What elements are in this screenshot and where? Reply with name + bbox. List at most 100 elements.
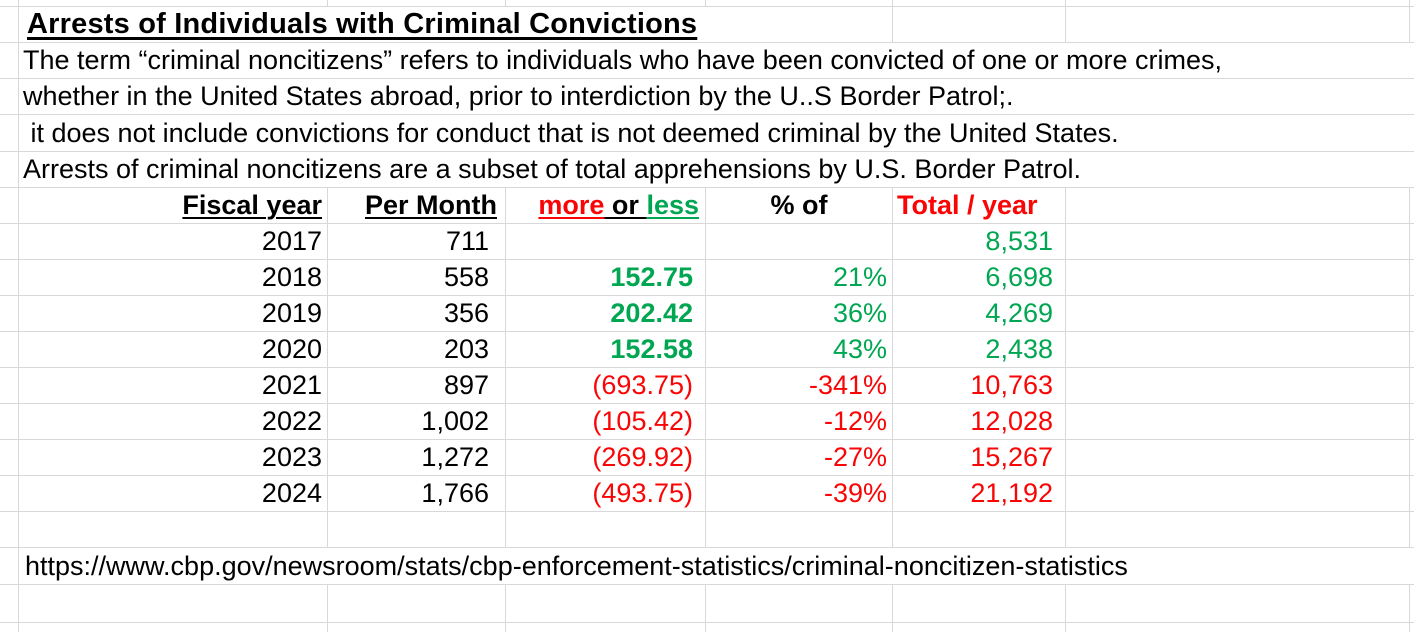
empty-cell[interactable]	[1410, 260, 1414, 295]
title-cell[interactable]: Arrests of Individuals with Criminal Con…	[19, 7, 893, 42]
empty-cell[interactable]	[706, 585, 893, 622]
cell-total-per-year[interactable]: 2,438	[893, 332, 1066, 367]
cell-fiscal-year[interactable]: 2019	[19, 296, 328, 331]
empty-cell[interactable]	[0, 43, 19, 78]
empty-cell[interactable]	[0, 296, 19, 331]
cell-pct-of[interactable]: 21%	[706, 260, 893, 295]
empty-cell[interactable]	[1066, 512, 1410, 547]
empty-cell[interactable]	[1066, 7, 1410, 42]
empty-cell[interactable]	[19, 512, 328, 547]
empty-cell[interactable]	[0, 224, 19, 259]
empty-cell[interactable]	[1410, 623, 1414, 632]
empty-cell[interactable]	[19, 585, 328, 622]
cell-total-per-year[interactable]: 10,763	[893, 368, 1066, 403]
cell-per-month[interactable]: 1,002	[328, 404, 506, 439]
cell-fiscal-year[interactable]: 2017	[19, 224, 328, 259]
empty-cell[interactable]	[0, 7, 19, 42]
cell-per-month[interactable]: 203	[328, 332, 506, 367]
cell-pct-of[interactable]: 36%	[706, 296, 893, 331]
cell-more-or-less[interactable]: (493.75)	[506, 476, 706, 511]
empty-cell[interactable]	[0, 0, 19, 6]
empty-cell[interactable]	[1410, 296, 1414, 331]
empty-cell[interactable]	[1410, 188, 1414, 223]
empty-cell[interactable]	[1410, 79, 1414, 114]
empty-cell[interactable]	[328, 0, 506, 6]
cell-fiscal-year[interactable]: 2022	[19, 404, 328, 439]
header-per-month-cell[interactable]: Per Month	[328, 188, 506, 223]
empty-cell[interactable]	[0, 368, 19, 403]
cell-more-or-less[interactable]: 152.58	[506, 332, 706, 367]
empty-cell[interactable]	[1410, 548, 1414, 584]
empty-cell[interactable]	[0, 440, 19, 475]
empty-cell[interactable]	[328, 512, 506, 547]
empty-cell[interactable]	[0, 260, 19, 295]
cell-total-per-year[interactable]: 15,267	[893, 440, 1066, 475]
empty-cell[interactable]	[1066, 260, 1410, 295]
empty-cell[interactable]	[1410, 43, 1414, 78]
header-more-or-less-cell[interactable]: more or less	[506, 188, 706, 223]
empty-cell[interactable]	[0, 404, 19, 439]
cell-pct-of[interactable]: -27%	[706, 440, 893, 475]
empty-cell[interactable]	[1410, 404, 1414, 439]
empty-cell[interactable]	[1410, 7, 1414, 42]
empty-cell[interactable]	[1066, 368, 1410, 403]
cell-more-or-less[interactable]: (105.42)	[506, 404, 706, 439]
note-cell[interactable]: Arrests of criminal noncitizens are a su…	[19, 152, 1410, 187]
cell-per-month[interactable]: 356	[328, 296, 506, 331]
empty-cell[interactable]	[0, 623, 19, 632]
cell-pct-of[interactable]: -39%	[706, 476, 893, 511]
empty-cell[interactable]	[1066, 0, 1410, 6]
cell-fiscal-year[interactable]: 2018	[19, 260, 328, 295]
header-fiscal-year-cell[interactable]: Fiscal year	[19, 188, 328, 223]
empty-cell[interactable]	[1410, 368, 1414, 403]
empty-cell[interactable]	[1410, 440, 1414, 475]
cell-pct-of[interactable]: 43%	[706, 332, 893, 367]
empty-cell[interactable]	[506, 0, 706, 6]
empty-cell[interactable]	[19, 623, 328, 632]
cell-per-month[interactable]: 897	[328, 368, 506, 403]
empty-cell[interactable]	[1066, 332, 1410, 367]
empty-cell[interactable]	[1066, 440, 1410, 475]
empty-cell[interactable]	[1410, 115, 1414, 151]
cell-total-per-year[interactable]: 21,192	[893, 476, 1066, 511]
empty-cell[interactable]	[328, 585, 506, 622]
empty-cell[interactable]	[1410, 332, 1414, 367]
empty-cell[interactable]	[893, 585, 1066, 622]
empty-cell[interactable]	[1066, 404, 1410, 439]
cell-fiscal-year[interactable]: 2024	[19, 476, 328, 511]
empty-cell[interactable]	[0, 115, 19, 151]
empty-cell[interactable]	[893, 7, 1066, 42]
empty-cell[interactable]	[1066, 623, 1410, 632]
empty-cell[interactable]	[706, 512, 893, 547]
empty-cell[interactable]	[706, 0, 893, 6]
cell-more-or-less[interactable]: 152.75	[506, 260, 706, 295]
cell-more-or-less[interactable]: (693.75)	[506, 368, 706, 403]
empty-cell[interactable]	[893, 512, 1066, 547]
cell-per-month[interactable]: 1,766	[328, 476, 506, 511]
empty-cell[interactable]	[0, 476, 19, 511]
empty-cell[interactable]	[1410, 512, 1414, 547]
empty-cell[interactable]	[1066, 476, 1410, 511]
cell-fiscal-year[interactable]: 2021	[19, 368, 328, 403]
empty-cell[interactable]	[1066, 585, 1410, 622]
empty-cell[interactable]	[328, 623, 506, 632]
cell-per-month[interactable]: 711	[328, 224, 506, 259]
empty-cell[interactable]	[1410, 585, 1414, 622]
empty-cell[interactable]	[706, 623, 893, 632]
header-pct-of-cell[interactable]: % of	[706, 188, 893, 223]
empty-cell[interactable]	[0, 332, 19, 367]
empty-cell[interactable]	[1066, 296, 1410, 331]
empty-cell[interactable]	[0, 79, 19, 114]
empty-cell[interactable]	[1066, 188, 1410, 223]
empty-cell[interactable]	[0, 548, 19, 584]
empty-cell[interactable]	[1410, 0, 1414, 6]
cell-pct-of[interactable]: -12%	[706, 404, 893, 439]
cell-total-per-year[interactable]: 6,698	[893, 260, 1066, 295]
empty-cell[interactable]	[19, 0, 328, 6]
empty-cell[interactable]	[506, 512, 706, 547]
cell-total-per-year[interactable]: 8,531	[893, 224, 1066, 259]
empty-cell[interactable]	[0, 512, 19, 547]
cell-more-or-less[interactable]: (269.92)	[506, 440, 706, 475]
cell-per-month[interactable]: 558	[328, 260, 506, 295]
empty-cell[interactable]	[893, 0, 1066, 6]
